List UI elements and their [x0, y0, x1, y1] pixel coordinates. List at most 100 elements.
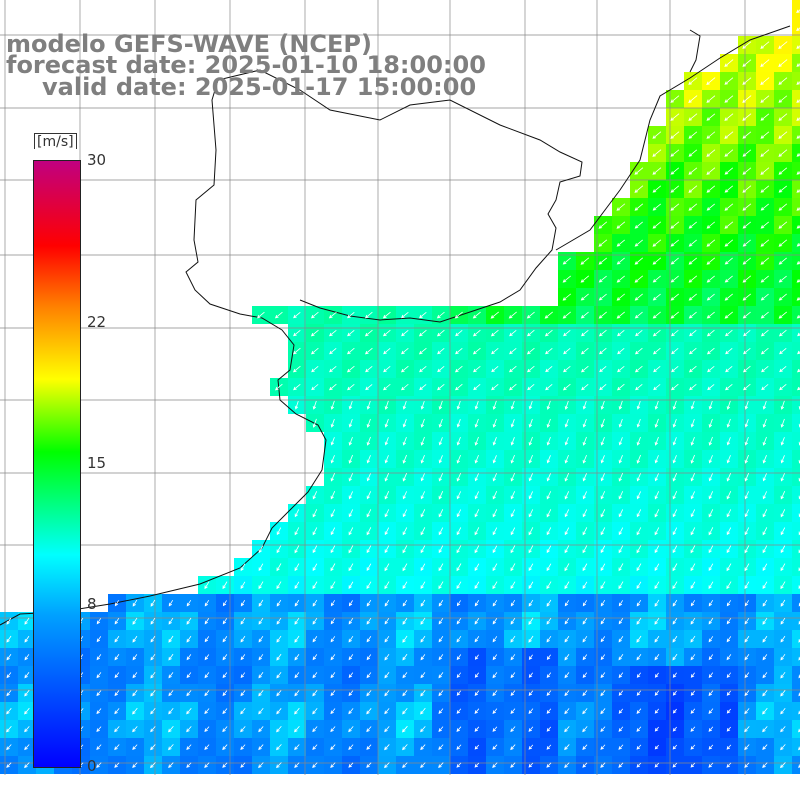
wind-arrow	[670, 149, 680, 157]
wind-arrow	[796, 207, 800, 211]
wind-arrow	[240, 581, 246, 589]
wind-arrow	[762, 418, 767, 428]
wind-arrow	[778, 41, 788, 50]
wind-arrow	[346, 365, 355, 373]
wind-arrow	[724, 311, 734, 319]
wind-arrow	[510, 545, 516, 554]
wind-cell	[792, 540, 800, 558]
wind-arrow	[706, 95, 716, 103]
wind-arrow	[708, 581, 714, 590]
wind-arrow	[330, 708, 336, 715]
wind-arrow	[24, 726, 30, 733]
wind-arrow	[796, 9, 800, 14]
wind-arrow	[382, 311, 391, 319]
wind-arrow	[636, 491, 641, 500]
wind-arrow	[726, 744, 732, 750]
wind-arrow	[222, 690, 228, 697]
wind-arrow	[384, 617, 390, 625]
wind-arrow	[672, 563, 678, 572]
wind-arrow	[492, 708, 498, 714]
wind-arrow	[150, 708, 156, 715]
wind-arrow	[150, 726, 156, 733]
wind-arrow	[186, 599, 192, 607]
wind-arrow	[706, 293, 715, 301]
wind-arrow	[618, 744, 624, 750]
wind-arrow	[762, 473, 767, 482]
wind-arrow	[222, 600, 227, 607]
wind-arrow	[653, 366, 661, 373]
wind-cell	[792, 288, 800, 306]
wind-arrow	[562, 257, 571, 265]
wind-arrow	[294, 654, 300, 661]
wind-arrow	[294, 617, 300, 625]
wind-arrow	[527, 384, 535, 391]
wind-arrow	[274, 311, 283, 319]
wind-arrow	[330, 762, 336, 768]
wind-arrow	[276, 635, 282, 643]
wind-arrow	[348, 473, 353, 482]
wind-arrow	[564, 455, 569, 464]
wind-arrow	[330, 400, 335, 410]
wind-arrow	[312, 581, 318, 590]
wind-arrow	[132, 635, 138, 643]
wind-arrow	[582, 436, 587, 446]
wind-arrow	[636, 744, 642, 750]
wind-arrow	[330, 600, 336, 607]
wind-arrow	[474, 654, 479, 660]
wind-arrow	[708, 744, 714, 750]
wind-arrow	[348, 491, 353, 500]
wind-arrow	[366, 581, 372, 590]
wind-arrow	[600, 545, 606, 554]
wind-arrow	[438, 708, 444, 715]
wind-arrow	[24, 762, 30, 769]
wind-arrow	[744, 600, 750, 607]
wind-arrow	[456, 581, 462, 590]
wind-arrow	[618, 418, 623, 428]
wind-arrow	[780, 418, 785, 428]
wind-arrow	[492, 491, 498, 500]
wind-arrow	[652, 167, 662, 175]
wind-arrow	[383, 348, 391, 355]
wind-arrow	[526, 311, 535, 319]
wind-cell	[792, 756, 800, 774]
wind-arrow	[706, 77, 716, 85]
wind-arrow	[400, 365, 409, 373]
wind-arrow	[744, 726, 750, 733]
wind-arrow	[436, 329, 445, 337]
wind-arrow	[744, 654, 750, 661]
wind-arrow	[688, 275, 698, 283]
wind-arrow	[796, 117, 800, 121]
wind-arrow	[671, 383, 679, 391]
wind-arrow	[796, 99, 800, 103]
wind-arrow	[365, 311, 373, 319]
wind-arrow	[743, 330, 751, 337]
wind-arrow	[526, 347, 535, 355]
wind-arrow	[402, 545, 408, 554]
wind-arrow	[132, 762, 138, 768]
wind-arrow	[276, 653, 282, 661]
wind-arrow	[706, 347, 715, 355]
wind-arrow	[402, 762, 408, 769]
wind-arrow	[796, 189, 800, 193]
wind-arrow	[780, 581, 786, 590]
wind-arrow	[402, 473, 408, 482]
wind-arrow	[366, 509, 372, 518]
wind-arrow	[778, 257, 787, 265]
wind-arrow	[617, 348, 625, 355]
wind-arrow	[706, 311, 715, 319]
wind-arrow	[599, 347, 607, 355]
wind-arrow	[527, 365, 535, 373]
wind-arrow	[258, 581, 264, 590]
wind-arrow	[204, 636, 210, 643]
wind-arrow	[456, 545, 462, 554]
wind-arrow	[258, 708, 264, 715]
wind-arrow	[240, 708, 246, 715]
wind-arrow	[6, 635, 12, 643]
wind-arrow	[384, 509, 390, 518]
wind-arrow	[600, 581, 606, 590]
wind-arrow	[420, 635, 426, 643]
wind-arrow	[726, 563, 732, 572]
wind-arrow	[690, 744, 696, 750]
wind-arrow	[798, 728, 800, 733]
wind-arrow	[743, 347, 751, 355]
